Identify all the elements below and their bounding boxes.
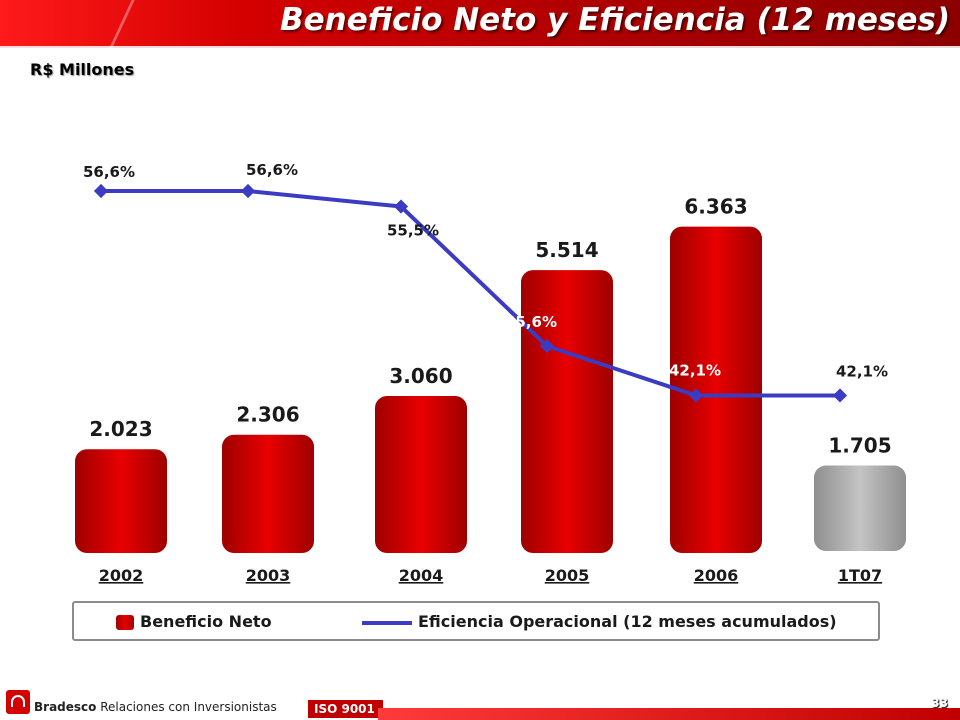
category-label-2002: 2002 [99, 566, 144, 585]
category-label-2004: 2004 [399, 566, 444, 585]
legend-swatch-line [362, 621, 412, 625]
efficiency-value-label: 55,5% [387, 222, 439, 240]
category-label-1T07: 1T07 [838, 566, 882, 585]
bar-value-label: 2.023 [89, 417, 152, 441]
footer-dept: Relaciones con Inversionistas [100, 700, 277, 714]
bar-value-label: 5.514 [535, 238, 598, 262]
legend-swatch-bar [116, 615, 134, 630]
page-number: 33 [931, 696, 948, 710]
legend-label-bars: Beneficio Neto [140, 612, 272, 631]
bar-1T07 [814, 465, 906, 551]
footer-text: Bradesco Relaciones con Inversionistas [34, 700, 277, 714]
category-label-2006: 2006 [694, 566, 739, 585]
units-label: R$ Millones [30, 60, 135, 79]
efficiency-value-label: 56,6% [246, 161, 298, 179]
bar-2003 [222, 434, 314, 553]
efficiency-value-label: 45,6% [505, 313, 557, 331]
chart-legend: Beneficio Neto Eficiencia Operacional (1… [72, 601, 880, 641]
efficiency-line [101, 189, 840, 398]
efficiency-point [832, 388, 848, 403]
bar-value-label: 3.060 [389, 364, 452, 388]
footer-brand: Bradesco [34, 700, 97, 714]
bar-2006 [670, 226, 762, 553]
efficiency-point [393, 199, 409, 214]
combo-chart: 2.023 2002 2.306 2003 3.060 2004 5.514 2005 6.36… [75, 161, 906, 585]
bar-value-label: 2.306 [236, 403, 299, 427]
efficiency-point [240, 183, 256, 199]
bar-2002 [75, 449, 167, 553]
efficiency-point [688, 388, 704, 403]
efficiency-point [93, 183, 109, 199]
category-label-2003: 2003 [246, 566, 291, 585]
bar-2004 [375, 396, 467, 553]
category-label-2005: 2005 [545, 566, 590, 585]
efficiency-point [539, 339, 555, 354]
bar-value-label: 1.705 [828, 434, 891, 458]
slide-title: Beneficio Neto y Eficiencia (12 meses) [279, 2, 950, 38]
header-rule [0, 46, 960, 48]
bar-value-label: 6.363 [684, 195, 747, 219]
efficiency-value-label: 56,6% [83, 163, 135, 181]
footer-stripe [378, 708, 960, 720]
efficiency-value-label: 42,1% [669, 361, 721, 379]
efficiency-value-label: 42,1% [836, 362, 888, 380]
legend-label-line: Eficiencia Operacional (12 meses acumula… [418, 612, 837, 631]
slide-header [0, 0, 960, 60]
iso-badge: ISO 9001 [308, 700, 383, 718]
bradesco-logo [6, 690, 30, 714]
